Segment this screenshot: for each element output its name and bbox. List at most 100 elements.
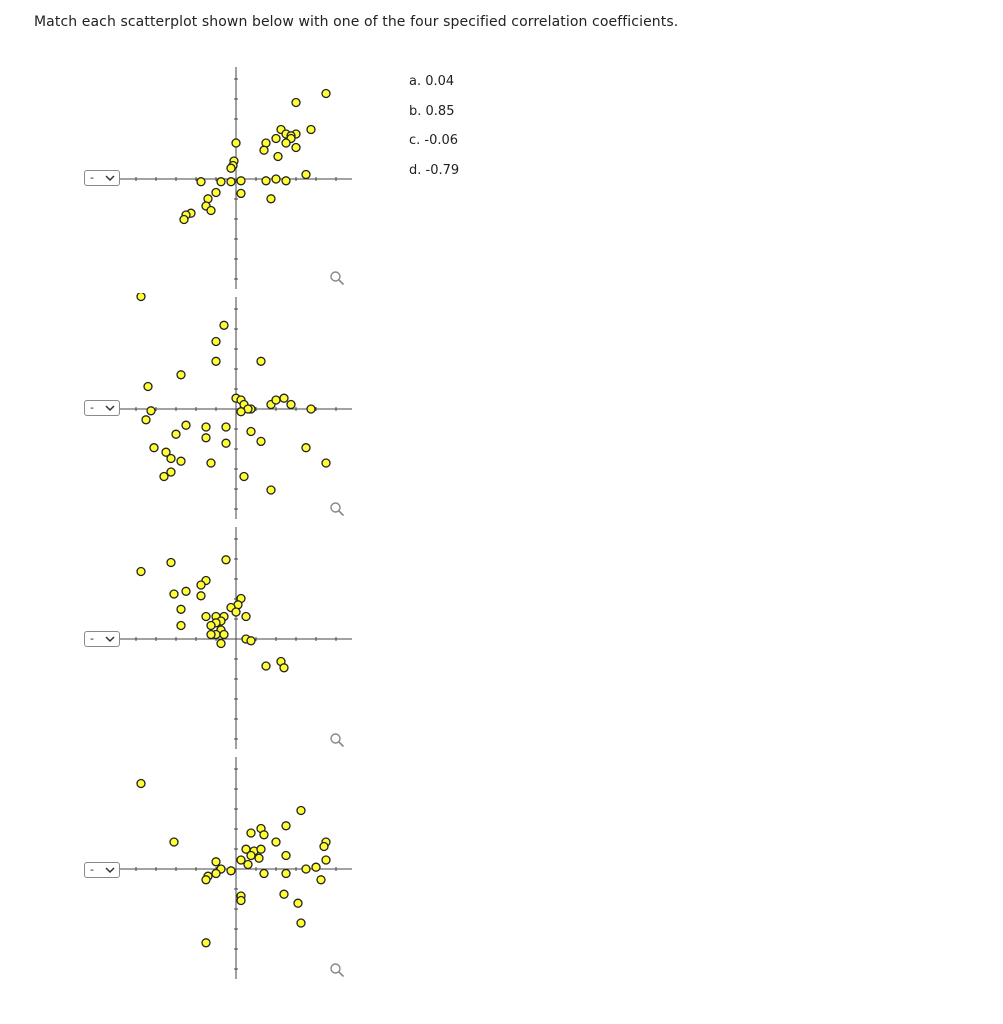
data-point	[176, 456, 186, 466]
data-point	[246, 426, 256, 437]
option-d: d. -0.79	[409, 162, 460, 178]
scatterplot-row-2: -	[0, 293, 360, 523]
data-point	[206, 458, 216, 468]
answer-select-2[interactable]: -	[84, 400, 120, 416]
magnifier-icon[interactable]	[329, 501, 345, 517]
data-point	[236, 895, 246, 906]
data-point	[226, 177, 236, 187]
data-point	[141, 415, 151, 425]
data-point	[181, 586, 191, 596]
data-point	[281, 850, 291, 861]
data-point	[236, 188, 246, 199]
answer-select-1[interactable]: -	[84, 170, 120, 186]
data-point	[301, 864, 311, 874]
magnifier-icon[interactable]	[329, 732, 345, 748]
data-point	[321, 855, 331, 865]
magnifier-icon[interactable]	[329, 270, 345, 286]
data-point	[241, 611, 251, 622]
data-point	[211, 356, 221, 366]
data-point	[273, 151, 283, 162]
answer-select-4[interactable]: -	[84, 862, 120, 878]
answer-select-3[interactable]: -	[84, 631, 120, 647]
data-point	[271, 133, 281, 144]
data-point	[231, 138, 241, 148]
answer-select-2-value: -	[90, 401, 94, 414]
data-point	[216, 638, 226, 649]
data-point	[281, 176, 291, 186]
data-point	[196, 177, 206, 187]
data-point	[221, 438, 231, 448]
data-point	[206, 629, 216, 640]
data-point	[166, 557, 176, 568]
data-point	[293, 898, 303, 908]
coefficient-options: a. 0.04 b. 0.85 c. -0.06 d. -0.79	[409, 72, 459, 190]
data-point	[196, 591, 206, 601]
data-point	[201, 875, 211, 885]
data-point	[149, 443, 159, 453]
data-point	[236, 855, 246, 865]
scatterplot-row-4: -	[0, 753, 360, 983]
data-point	[319, 841, 329, 852]
magnifier-icon[interactable]	[329, 962, 345, 978]
data-point	[259, 830, 269, 840]
data-point	[196, 580, 206, 590]
data-point	[236, 407, 246, 417]
data-point	[321, 88, 331, 99]
data-point	[136, 293, 146, 302]
data-point	[259, 145, 269, 155]
data-point	[219, 320, 229, 330]
data-point	[261, 176, 271, 186]
data-point	[201, 938, 211, 948]
data-point	[226, 163, 236, 173]
data-point	[281, 138, 291, 148]
data-point	[271, 395, 281, 405]
data-point	[176, 604, 186, 614]
data-point	[256, 356, 266, 366]
data-point	[271, 174, 281, 184]
answer-select-1-value: -	[90, 171, 94, 184]
answer-select-4-value: -	[90, 863, 94, 876]
question-prompt: Match each scatterplot shown below with …	[34, 14, 679, 30]
data-point	[321, 458, 331, 468]
data-point	[296, 805, 306, 816]
data-point	[296, 918, 306, 928]
scatterplot-4	[120, 757, 352, 979]
data-point	[259, 868, 269, 879]
data-point	[171, 429, 181, 439]
data-point	[279, 393, 289, 403]
data-point	[146, 406, 156, 416]
data-point	[266, 194, 276, 204]
data-point	[271, 837, 281, 847]
data-point	[166, 467, 176, 477]
data-point	[201, 433, 211, 443]
data-point	[216, 177, 226, 187]
data-point	[201, 422, 211, 432]
data-point	[181, 420, 191, 430]
data-point	[176, 370, 186, 380]
scatterplot-row-1: -	[0, 63, 360, 293]
data-point	[166, 453, 176, 464]
data-point	[211, 857, 221, 867]
data-point	[256, 436, 266, 447]
data-point	[246, 636, 256, 646]
data-point	[291, 97, 301, 108]
data-point	[143, 381, 153, 392]
data-point	[301, 169, 311, 180]
scatterplot-3	[120, 527, 352, 749]
data-point	[246, 850, 256, 861]
data-point	[219, 629, 229, 640]
data-point	[279, 889, 289, 899]
data-point	[211, 336, 221, 347]
data-point	[243, 859, 253, 870]
chevron-down-icon	[105, 636, 115, 643]
data-point	[206, 620, 216, 631]
scatterplot-1	[120, 67, 352, 289]
chevron-down-icon	[105, 405, 115, 412]
data-point	[211, 868, 221, 879]
option-a: a. 0.04	[409, 74, 455, 89]
data-point	[246, 828, 256, 838]
data-point	[211, 187, 221, 198]
data-point	[311, 862, 321, 872]
data-point	[179, 214, 189, 225]
data-point	[169, 589, 179, 599]
